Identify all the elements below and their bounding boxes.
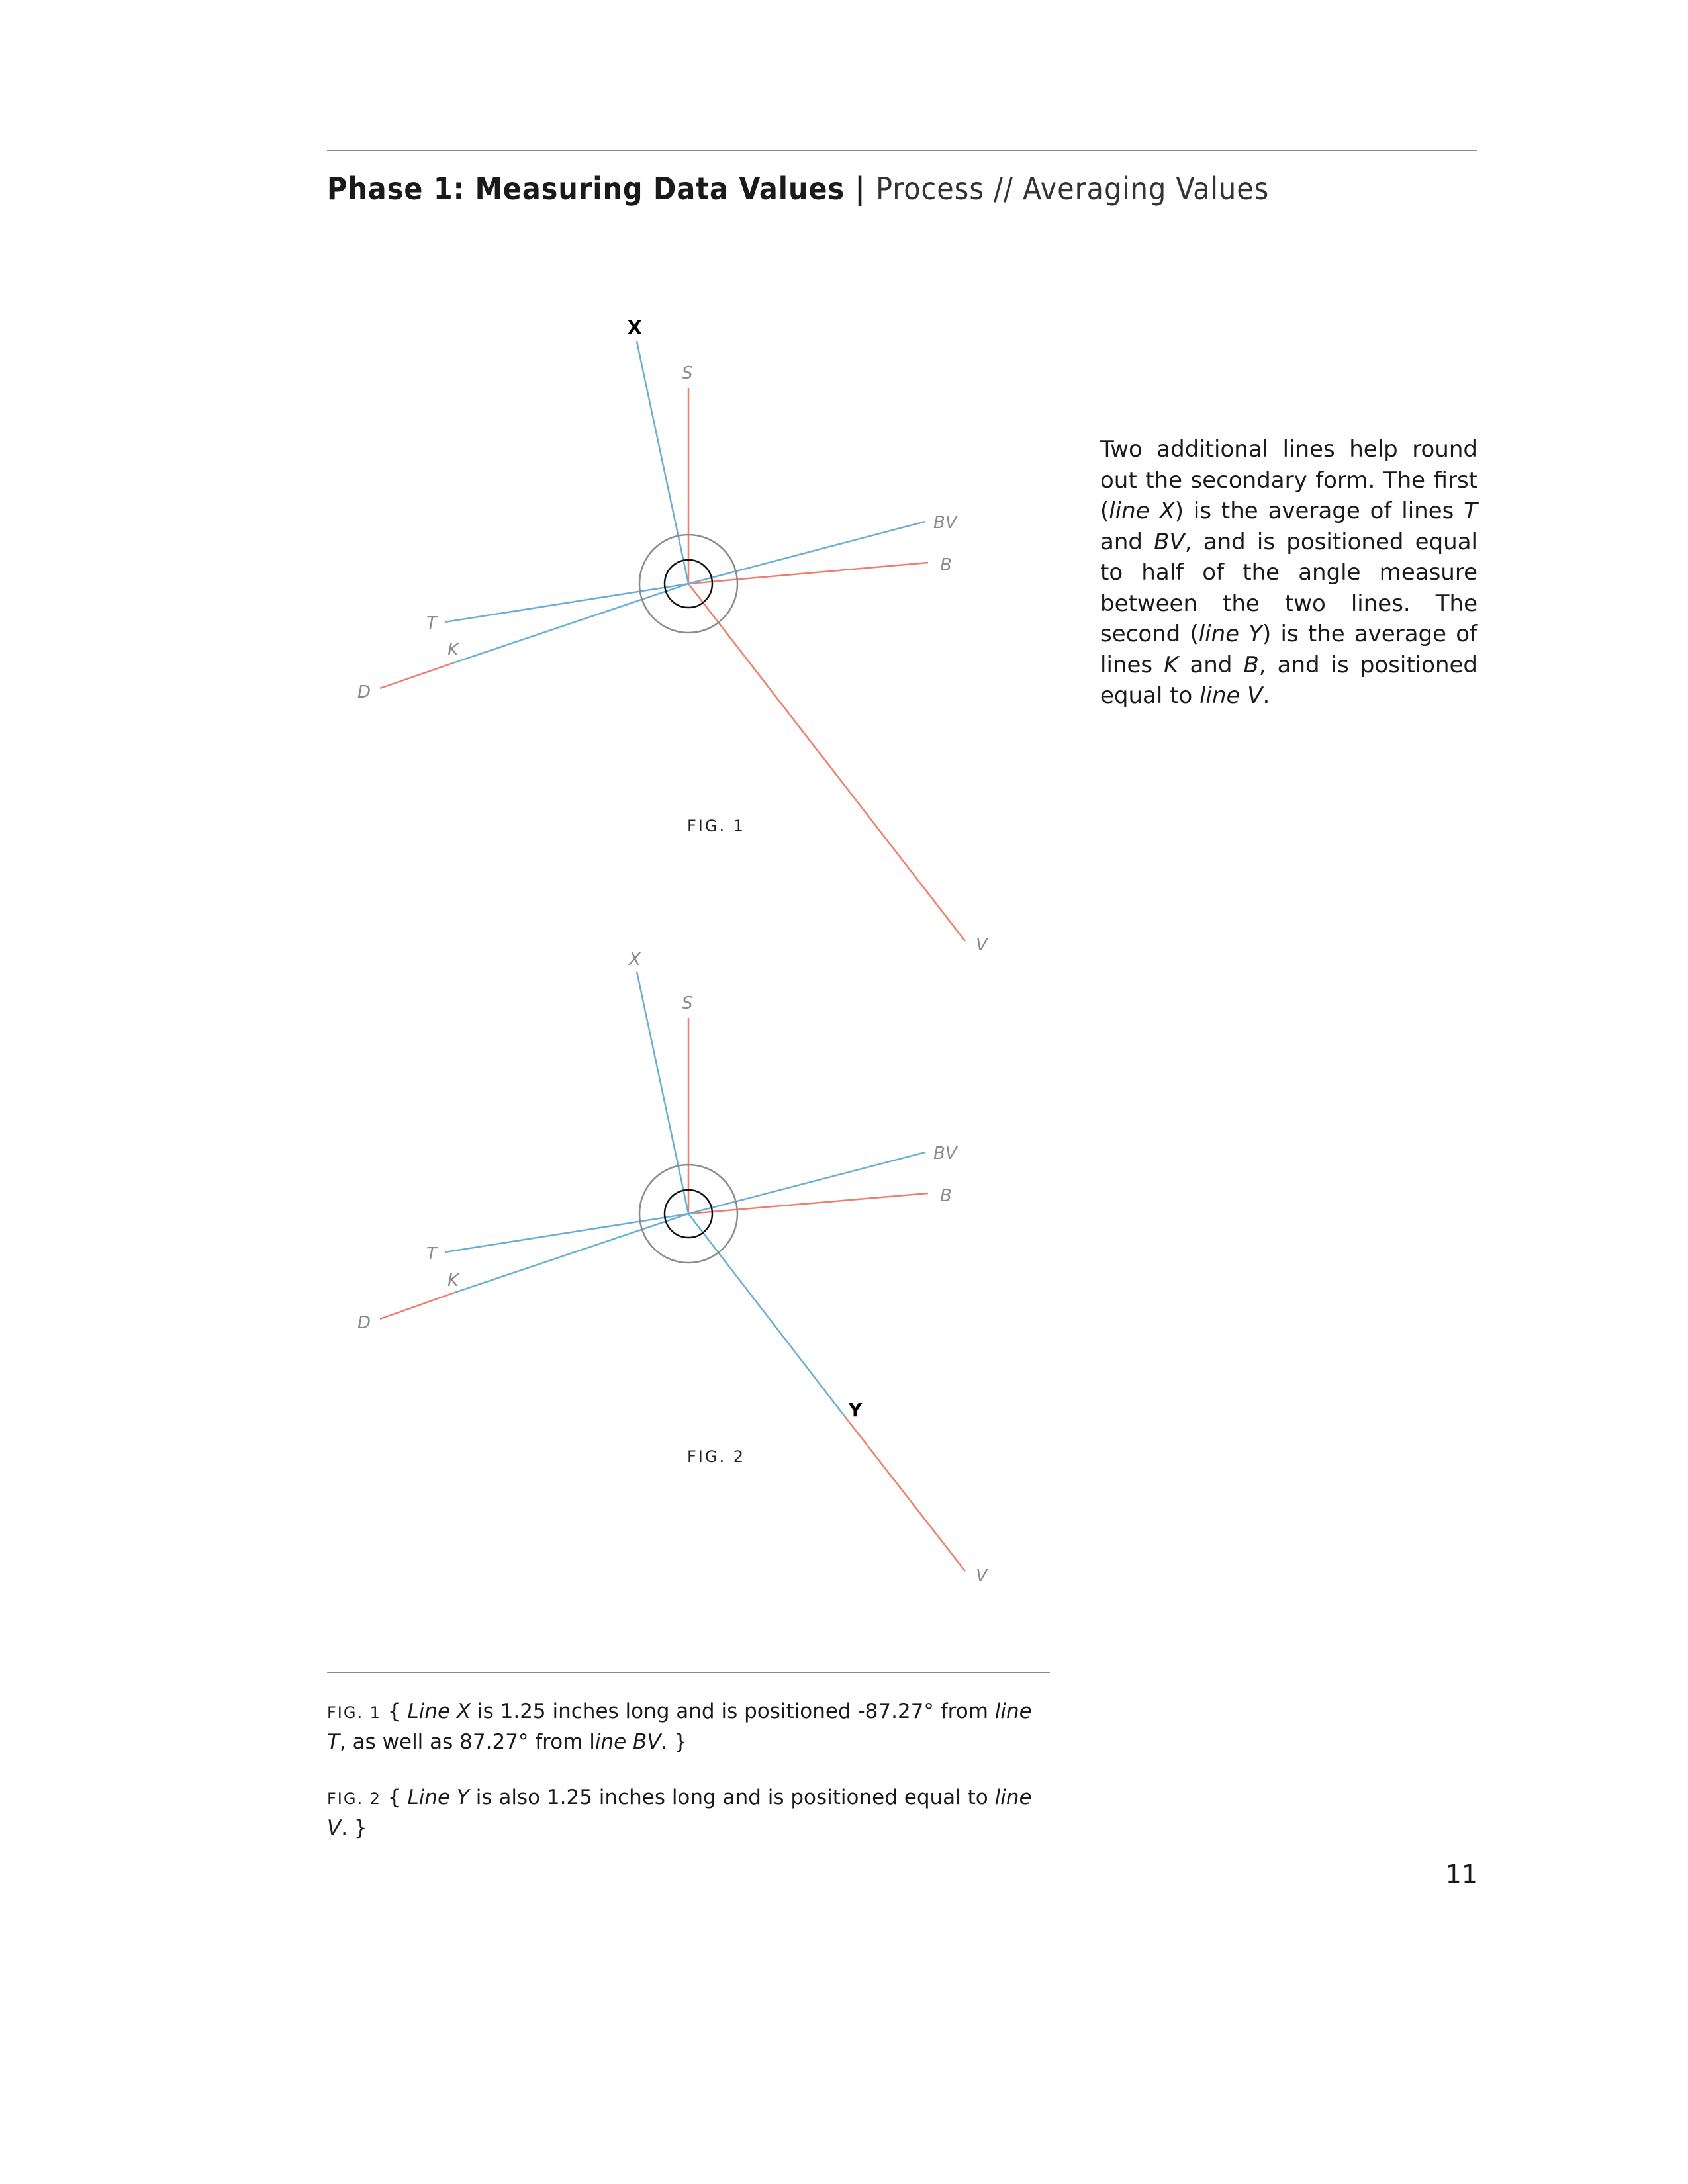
caption-emphasis: Line X [407, 1700, 471, 1723]
figure-2-diagram: X S BV B T K D Y V FIG. 2 [357, 950, 989, 1586]
label-k: K [447, 1271, 460, 1291]
label-y: Y [848, 1399, 863, 1421]
body-text-part: , and is positioned equal to [1100, 651, 1477, 709]
body-text-emphasis: BV [1154, 528, 1185, 555]
header-section: Process // Averaging Values [876, 171, 1270, 206]
line-t [444, 1212, 689, 1253]
body-text-emphasis: line Y [1198, 621, 1263, 647]
line-t [444, 582, 689, 623]
header-separator: | [855, 171, 866, 206]
body-text-part: ) is the average of lines [1100, 621, 1477, 678]
caption-part: { [381, 1700, 408, 1723]
body-text-emphasis: K [1164, 651, 1179, 678]
fig1-caption-label: FIG. 1 [327, 1704, 382, 1722]
fig2-caption-text: FIG. 2 { Line Y is also 1.25 inches long… [327, 1783, 1055, 1843]
body-text-emphasis: line X [1109, 498, 1175, 524]
line-bv [688, 1151, 926, 1215]
label-t: T [426, 614, 438, 633]
label-bv: BV [933, 513, 959, 533]
line-x [635, 971, 690, 1214]
line-v [844, 1416, 966, 1572]
caption-part: is 1.25 inches long and is positioned -8… [471, 1700, 995, 1723]
header-phase: Phase 1: Measuring Data Values [327, 171, 845, 206]
fig2-caption-label: FIG. 2 [327, 1790, 382, 1808]
body-paragraph: Two additional lines help round out the … [1100, 434, 1477, 711]
label-bv: BV [933, 1144, 959, 1163]
line-y [688, 1213, 845, 1417]
line-b [688, 561, 929, 585]
label-v: V [976, 935, 989, 955]
label-s: S [682, 993, 693, 1013]
figure-1-caption: FIG. 1 [687, 817, 745, 835]
label-x: X [628, 950, 641, 970]
line-d [379, 662, 453, 690]
line-b [688, 1192, 929, 1215]
label-b: B [940, 1186, 952, 1206]
page-number: 11 [1445, 1860, 1477, 1889]
body-text-part: . [1262, 682, 1270, 709]
label-d: D [357, 1313, 371, 1333]
inner-circle [663, 559, 714, 609]
line-k [452, 582, 689, 664]
figure-1-diagram: X S BV B T K D V FIG. 1 [357, 316, 989, 955]
outer-circle [638, 533, 739, 634]
body-text-emphasis: T [1464, 498, 1477, 524]
line-d [379, 1292, 453, 1320]
caption-part: is also 1.25 inches long and is position… [469, 1786, 995, 1809]
body-text-emphasis: B [1243, 651, 1259, 678]
caption-rule [327, 1672, 1050, 1673]
caption-emphasis: line T [327, 1700, 1032, 1754]
label-v: V [976, 1566, 989, 1586]
label-t: T [426, 1244, 438, 1264]
label-k: K [447, 640, 460, 660]
body-text-part: ) is the average of lines [1174, 498, 1464, 524]
caption-emphasis: line V [327, 1786, 1032, 1840]
inner-circle [663, 1189, 714, 1239]
caption-part: . } [341, 1816, 367, 1840]
caption-part: . } [661, 1730, 687, 1754]
label-b: B [940, 555, 952, 575]
figure-2-caption: FIG. 2 [687, 1447, 745, 1466]
body-text-emphasis: line V [1199, 682, 1263, 709]
line-bv [688, 520, 926, 585]
body-text-part: and [1178, 651, 1244, 678]
caption-emphasis: Line Y [407, 1786, 469, 1809]
body-text-part: Two additional lines help round out the … [1100, 436, 1477, 524]
header-rule [327, 150, 1477, 151]
figure-1: X S BV B T K D V FIG. 1 [0, 291, 1059, 966]
line-v [688, 583, 966, 942]
label-x: X [628, 316, 642, 338]
caption-part: , as well as 87.27° from l [339, 1730, 595, 1754]
page-title: Phase 1: Measuring Data Values | Process… [327, 171, 1269, 206]
outer-circle [638, 1163, 739, 1264]
body-text-part: and [1100, 528, 1154, 555]
figure-2: X S BV B T K D Y V FIG. 2 [0, 920, 1059, 1595]
fig1-caption-text: FIG. 1 { Line X is 1.25 inches long and … [327, 1697, 1055, 1756]
line-x [635, 341, 690, 584]
caption-emphasis: ine BV [594, 1730, 661, 1754]
body-text-part: , and is positioned equal to half of the… [1100, 528, 1477, 648]
caption-part: { [381, 1786, 408, 1809]
line-k [452, 1212, 689, 1295]
label-d: D [357, 682, 371, 702]
label-s: S [682, 363, 693, 383]
